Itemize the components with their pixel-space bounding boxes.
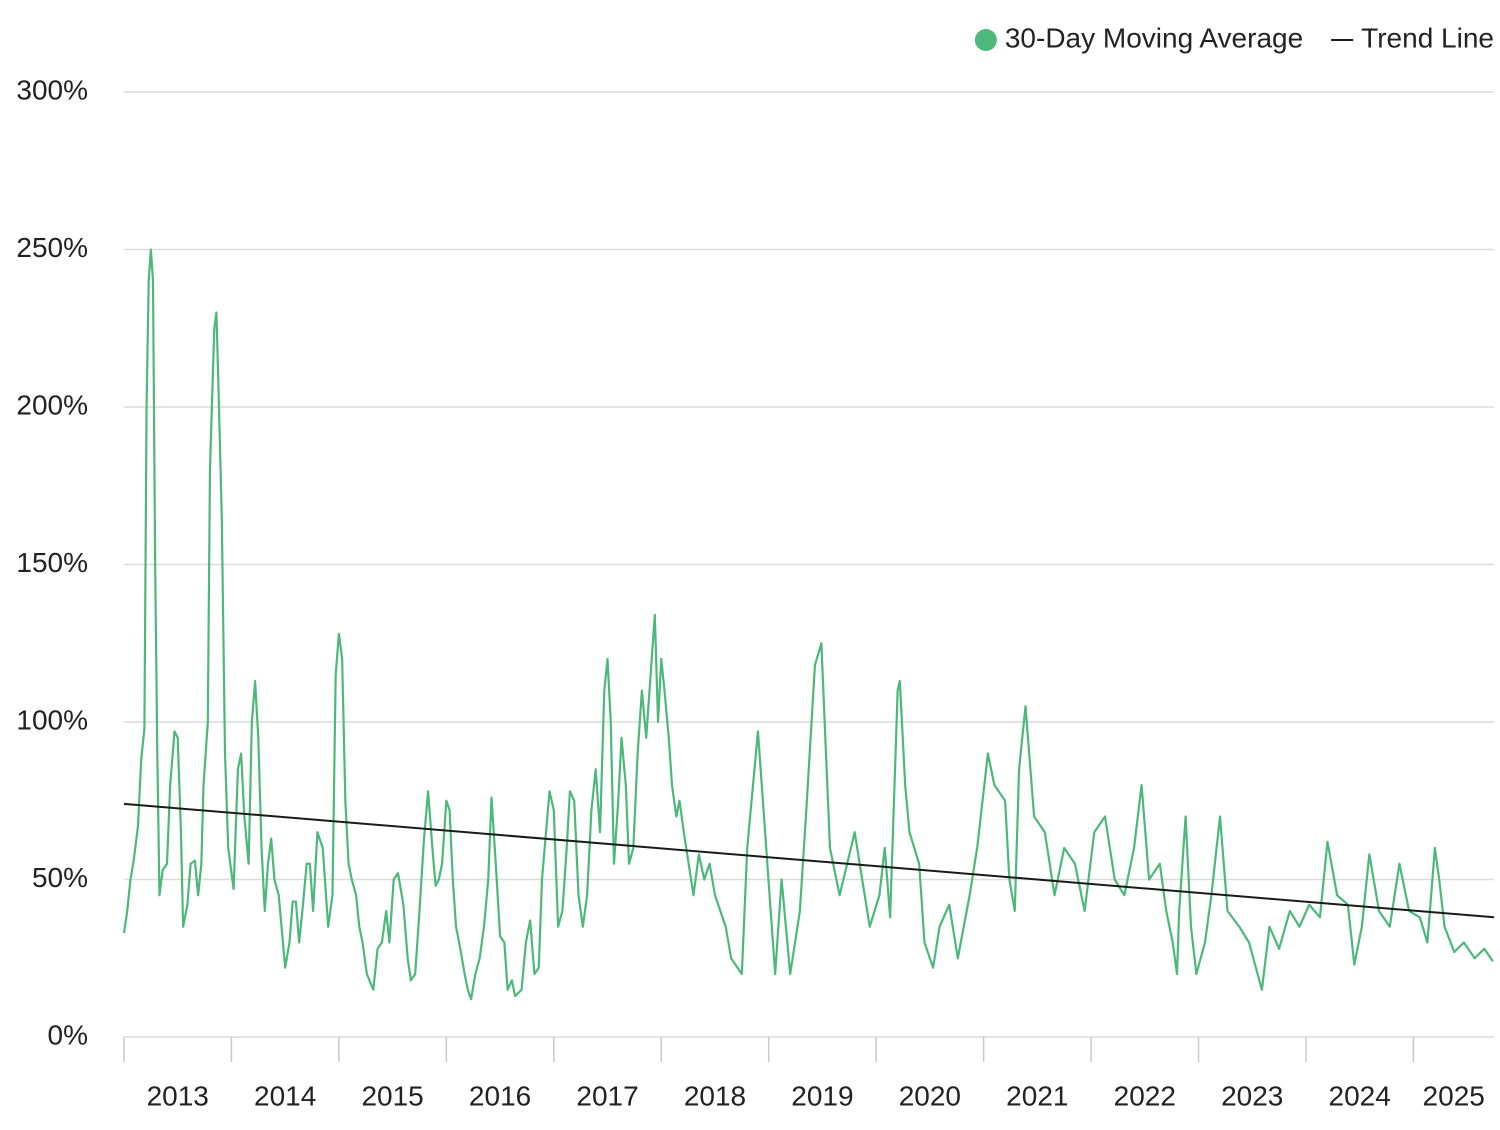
x-tick-label: 2018 — [684, 1080, 746, 1111]
x-tick-label: 2015 — [361, 1080, 423, 1111]
x-tick-label: 2016 — [469, 1080, 531, 1111]
x-tick-label: 2023 — [1221, 1080, 1283, 1111]
x-tick-label: 2017 — [576, 1080, 638, 1111]
y-tick-label: 100% — [16, 704, 88, 735]
y-tick-label: 150% — [16, 547, 88, 578]
x-tick-label: 2014 — [254, 1080, 316, 1111]
y-tick-label: 0% — [48, 1019, 88, 1050]
trend-line — [123, 802, 1495, 919]
x-tick-label: 2013 — [147, 1080, 209, 1111]
x-tick-label: 2021 — [1006, 1080, 1068, 1111]
y-tick-label: 200% — [16, 389, 88, 420]
moving-average-line — [122, 248, 1494, 1001]
y-tick-label: 300% — [16, 74, 88, 105]
x-tick-label: 2019 — [791, 1080, 853, 1111]
x-tick-label: 2022 — [1114, 1080, 1176, 1111]
x-tick-label: 2024 — [1329, 1080, 1391, 1111]
legend-swatch — [974, 29, 997, 51]
legend-label: 30-Day Moving Average — [1005, 22, 1303, 53]
x-tick-label: 2020 — [899, 1080, 961, 1111]
y-tick-label: 250% — [16, 232, 88, 263]
legend-label: Trend Line — [1361, 22, 1494, 53]
x-tick-label: 2025 — [1423, 1080, 1485, 1111]
y-tick-label: 50% — [32, 862, 88, 893]
